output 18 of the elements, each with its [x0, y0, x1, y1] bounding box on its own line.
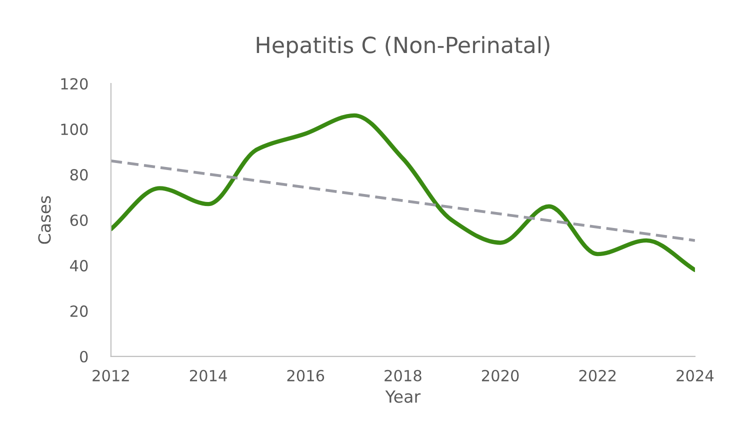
- y-tick-label: 40: [70, 260, 88, 272]
- y-tick-label: 80: [70, 169, 88, 181]
- line-series: [110, 113, 695, 272]
- y-tick-label: 100: [61, 124, 88, 136]
- x-tick-label: 2014: [190, 370, 227, 382]
- y-tick-label: 20: [70, 305, 88, 317]
- x-tick-label: 2012: [92, 370, 129, 382]
- x-tick-label: 2016: [287, 370, 324, 382]
- x-tick-label: 2020: [482, 370, 519, 382]
- y-tick-label: 60: [70, 214, 88, 226]
- x-tick-label: 2024: [676, 370, 714, 382]
- y-axis-title: Cases: [38, 196, 51, 244]
- chart-title: Hepatitis C (Non-Perinatal): [256, 36, 550, 58]
- y-tick-label: 120: [61, 78, 88, 90]
- x-tick-label: 2018: [384, 370, 422, 382]
- x-tick-label: 2022: [579, 370, 616, 382]
- y-tick-label: 0: [80, 350, 88, 362]
- x-axis-title: Year: [385, 390, 421, 403]
